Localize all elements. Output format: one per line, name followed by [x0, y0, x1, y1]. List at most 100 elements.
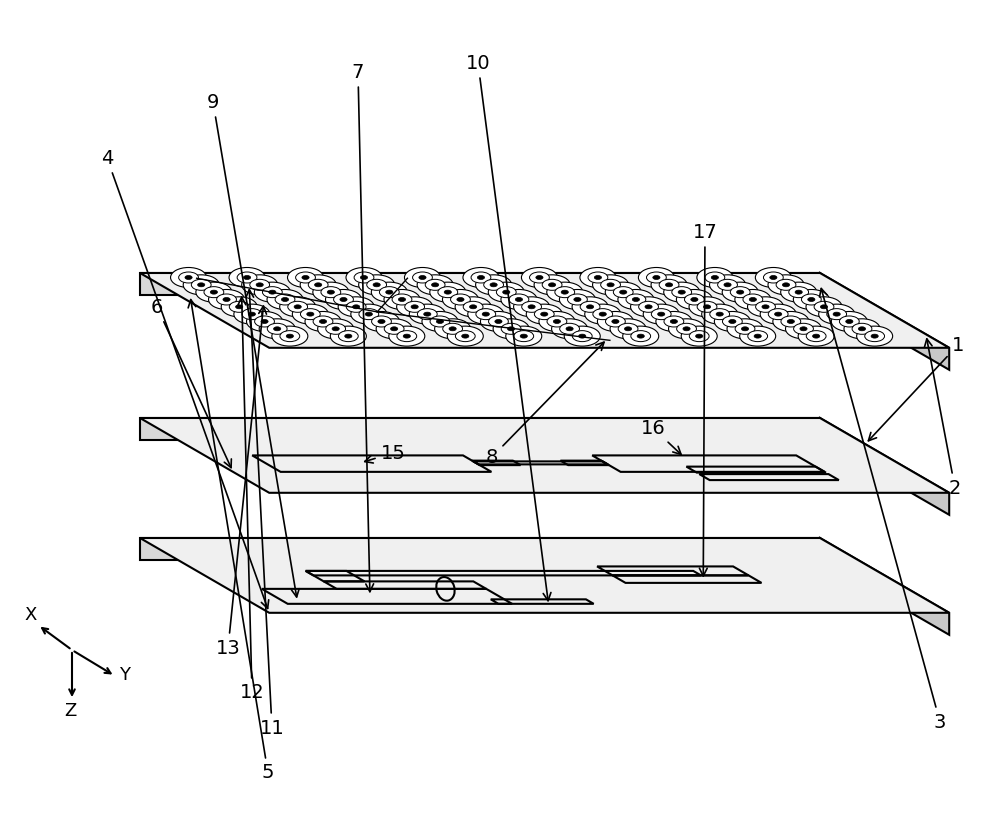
- Ellipse shape: [574, 297, 581, 302]
- Ellipse shape: [359, 275, 395, 295]
- Ellipse shape: [405, 302, 425, 312]
- Ellipse shape: [702, 304, 738, 324]
- Ellipse shape: [470, 305, 477, 309]
- Ellipse shape: [223, 297, 230, 302]
- Ellipse shape: [346, 302, 366, 312]
- Text: 3: 3: [820, 288, 946, 731]
- Ellipse shape: [288, 302, 308, 312]
- Ellipse shape: [831, 312, 867, 332]
- Ellipse shape: [794, 323, 813, 334]
- Ellipse shape: [378, 320, 385, 323]
- Ellipse shape: [586, 305, 594, 309]
- Text: 13: 13: [216, 306, 266, 657]
- Ellipse shape: [735, 290, 771, 310]
- Text: 15: 15: [365, 443, 405, 463]
- Ellipse shape: [530, 272, 549, 283]
- Ellipse shape: [754, 334, 761, 338]
- Ellipse shape: [242, 309, 262, 320]
- Ellipse shape: [379, 287, 399, 297]
- Polygon shape: [140, 538, 949, 613]
- Ellipse shape: [593, 309, 613, 320]
- Ellipse shape: [559, 290, 595, 310]
- Ellipse shape: [449, 327, 456, 331]
- Ellipse shape: [403, 334, 410, 338]
- Ellipse shape: [237, 272, 257, 283]
- Ellipse shape: [196, 282, 232, 302]
- Ellipse shape: [659, 279, 679, 291]
- Ellipse shape: [539, 312, 575, 332]
- Ellipse shape: [354, 272, 374, 283]
- Ellipse shape: [272, 327, 308, 347]
- Ellipse shape: [632, 297, 639, 302]
- Ellipse shape: [710, 309, 730, 320]
- Ellipse shape: [770, 276, 777, 280]
- Ellipse shape: [373, 283, 380, 287]
- Ellipse shape: [496, 287, 516, 297]
- Ellipse shape: [315, 283, 322, 287]
- Ellipse shape: [801, 294, 821, 305]
- Ellipse shape: [480, 312, 516, 332]
- Ellipse shape: [280, 331, 300, 342]
- Ellipse shape: [422, 312, 458, 332]
- Ellipse shape: [229, 267, 265, 287]
- Ellipse shape: [340, 297, 347, 302]
- Ellipse shape: [171, 267, 207, 287]
- Ellipse shape: [865, 331, 885, 342]
- Ellipse shape: [839, 316, 859, 327]
- Ellipse shape: [183, 275, 219, 295]
- Ellipse shape: [833, 312, 840, 317]
- Ellipse shape: [261, 320, 268, 323]
- Ellipse shape: [561, 290, 568, 294]
- Ellipse shape: [696, 334, 703, 338]
- Ellipse shape: [593, 275, 629, 295]
- Ellipse shape: [773, 312, 809, 332]
- Ellipse shape: [179, 272, 198, 283]
- Ellipse shape: [814, 302, 834, 312]
- Ellipse shape: [430, 282, 466, 302]
- Ellipse shape: [579, 334, 586, 338]
- Ellipse shape: [476, 275, 512, 295]
- Text: Y: Y: [120, 666, 130, 684]
- Text: 11: 11: [246, 290, 284, 737]
- Ellipse shape: [580, 267, 616, 287]
- Ellipse shape: [495, 320, 502, 323]
- Ellipse shape: [250, 279, 270, 291]
- Ellipse shape: [307, 312, 314, 317]
- Ellipse shape: [741, 327, 749, 331]
- Ellipse shape: [560, 323, 579, 334]
- Ellipse shape: [646, 272, 666, 283]
- Ellipse shape: [294, 305, 301, 309]
- Ellipse shape: [789, 287, 809, 297]
- Ellipse shape: [623, 327, 659, 347]
- Polygon shape: [140, 418, 820, 440]
- Ellipse shape: [371, 282, 407, 302]
- Polygon shape: [820, 418, 949, 515]
- Ellipse shape: [501, 323, 521, 334]
- Ellipse shape: [795, 290, 802, 294]
- Ellipse shape: [514, 297, 550, 317]
- Ellipse shape: [313, 316, 333, 327]
- Ellipse shape: [477, 276, 485, 280]
- Ellipse shape: [326, 323, 346, 334]
- Ellipse shape: [782, 283, 790, 287]
- Ellipse shape: [424, 312, 431, 317]
- Ellipse shape: [296, 272, 315, 283]
- Ellipse shape: [643, 304, 679, 324]
- Ellipse shape: [321, 287, 341, 297]
- Ellipse shape: [776, 279, 796, 291]
- Ellipse shape: [269, 290, 276, 294]
- Ellipse shape: [768, 309, 788, 320]
- Ellipse shape: [286, 334, 293, 338]
- Polygon shape: [140, 538, 820, 560]
- Ellipse shape: [651, 309, 671, 320]
- Ellipse shape: [716, 312, 723, 317]
- Ellipse shape: [526, 304, 562, 324]
- Ellipse shape: [501, 290, 537, 310]
- Ellipse shape: [727, 319, 763, 339]
- Ellipse shape: [697, 302, 717, 312]
- Ellipse shape: [786, 319, 822, 339]
- Ellipse shape: [488, 282, 524, 302]
- Ellipse shape: [334, 294, 353, 305]
- Ellipse shape: [359, 309, 379, 320]
- Ellipse shape: [689, 297, 725, 317]
